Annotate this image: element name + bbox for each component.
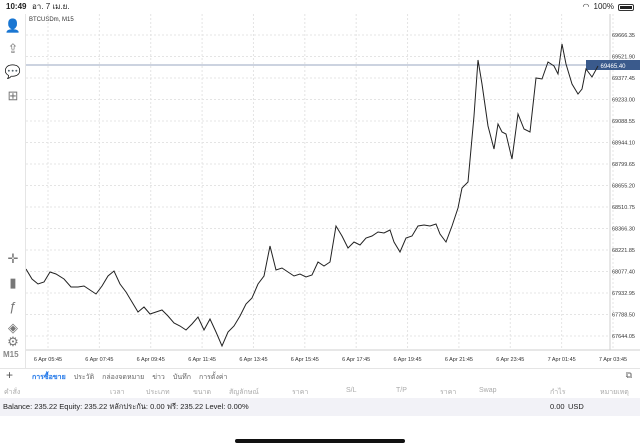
- y-axis-label: 69666.35: [612, 33, 635, 39]
- y-axis-label: 68510.75: [612, 205, 635, 211]
- wifi-icon: ◠: [582, 2, 590, 11]
- current-price-label: 69465.40: [600, 64, 626, 70]
- x-axis-label: 6 Apr 13:45: [239, 357, 267, 363]
- y-axis-label: 67644.05: [612, 334, 635, 340]
- x-axis-label: 6 Apr 17:45: [342, 357, 370, 363]
- tab-news[interactable]: ข่าว: [152, 374, 165, 381]
- tab-trade[interactable]: การซื้อขาย: [32, 374, 66, 381]
- tab-settings[interactable]: การตั้งค่า: [198, 374, 228, 381]
- x-axis-label: 7 Apr 01:45: [548, 357, 576, 363]
- tab-mailbox[interactable]: กล่องจดหมาย: [102, 374, 145, 381]
- x-axis-label: 6 Apr 11:45: [188, 357, 216, 363]
- user-settings-icon[interactable]: ⚙: [7, 334, 19, 349]
- col-swap: Swap: [479, 387, 497, 394]
- status-right: ◠ 100%: [583, 0, 634, 14]
- col-profit: กำไร: [550, 389, 566, 396]
- col-comment: หมายเหตุ: [600, 389, 629, 396]
- y-axis-label: 68799.65: [612, 162, 635, 168]
- x-axis-label: 6 Apr 05:45: [34, 357, 62, 363]
- x-axis-label: 7 Apr 03:45: [599, 357, 627, 363]
- status-bar: 10:49 อา. 7 เม.ย. ◠ 100%: [0, 0, 640, 14]
- tab-list: การซื้อขาย ประวัติ กล่องจดหมาย ข่าว บันท…: [32, 372, 227, 383]
- y-axis-label: 69233.00: [612, 98, 635, 104]
- y-axis-label: 69521.90: [612, 55, 635, 61]
- balance-row: Balance: 235.22 Equity: 235.22 หลักประกั…: [0, 398, 640, 416]
- share-icon[interactable]: ⇪: [7, 41, 19, 56]
- x-axis-label: 6 Apr 19:45: [393, 357, 421, 363]
- status-date: อา. 7 เม.ย.: [32, 2, 70, 11]
- col-sl: S/L: [346, 387, 357, 394]
- col-price: ราคา: [292, 389, 309, 396]
- y-axis-label: 69088.55: [612, 119, 635, 125]
- y-axis-label: 67932.95: [612, 291, 635, 297]
- add-document-icon[interactable]: ⊞: [7, 88, 19, 103]
- x-axis-label: 6 Apr 07:45: [85, 357, 113, 363]
- balance-currency: USD: [568, 402, 584, 411]
- bottom-tabbar: + การซื้อขาย ประวัติ กล่องจดหมาย ข่าว บั…: [0, 368, 640, 382]
- x-axis-label: 6 Apr 09:45: [137, 357, 165, 363]
- col-price2: ราคา: [440, 389, 457, 396]
- col-time: เวลา: [110, 389, 125, 396]
- battery-icon: [618, 3, 634, 11]
- home-indicator: [235, 439, 405, 443]
- y-axis-label: 69377.45: [612, 76, 635, 82]
- col-order: คำสั่ง: [4, 389, 21, 396]
- col-size: ขนาด: [193, 389, 212, 396]
- add-icon[interactable]: +: [6, 368, 14, 382]
- tab-history[interactable]: ประวัติ: [73, 374, 95, 381]
- col-symbol: สัญลักษณ์: [229, 389, 259, 396]
- x-axis-label: 6 Apr 15:45: [291, 357, 319, 363]
- y-axis-label: 67788.50: [612, 313, 635, 319]
- x-axis-label: 6 Apr 21:45: [445, 357, 473, 363]
- col-tp: T/P: [396, 387, 407, 394]
- balance-text: Balance: 235.22 Equity: 235.22 หลักประกั…: [3, 402, 249, 411]
- balance-profit: 0.00: [550, 402, 565, 411]
- tab-journal[interactable]: บันทึก: [172, 374, 191, 381]
- battery-percent: 100%: [593, 2, 614, 11]
- price-chart[interactable]: BTCUSDm, M15 69666.35 69521.90 69377.45 692…: [26, 14, 640, 368]
- x-axis-label: 6 Apr 23:45: [496, 357, 524, 363]
- candles-icon[interactable]: ▮: [9, 275, 17, 290]
- timeframe-button[interactable]: M15: [3, 350, 19, 359]
- orders-header: คำสั่ง เวลา ประเภท ขนาด สัญลักษณ์ ราคา S…: [0, 384, 640, 398]
- y-axis-label: 68221.85: [612, 248, 635, 254]
- y-axis-label: 68655.20: [612, 184, 635, 190]
- panel-toggle-icon[interactable]: ⧉: [625, 370, 632, 380]
- y-axis-label: 68366.30: [612, 227, 635, 233]
- current-price-tag: [586, 60, 640, 70]
- col-type: ประเภท: [146, 389, 170, 396]
- crosshair-icon[interactable]: ✛: [7, 251, 19, 266]
- objects-icon[interactable]: ◈: [8, 320, 18, 335]
- chat-icon[interactable]: 💬: [4, 64, 22, 79]
- price-line: [26, 43, 599, 348]
- y-axis-label: 68077.40: [612, 270, 635, 276]
- left-toolbar: 👤 ⇪ 💬 ⊞ ✛ ▮ ƒ ◈ ⚙ M15: [0, 14, 26, 368]
- function-icon[interactable]: ƒ: [9, 298, 17, 314]
- y-axis-label: 68944.10: [612, 141, 635, 147]
- chart-symbol: BTCUSDm, M15: [29, 17, 74, 23]
- person-icon[interactable]: 👤: [4, 18, 22, 33]
- status-time: 10:49: [6, 2, 27, 11]
